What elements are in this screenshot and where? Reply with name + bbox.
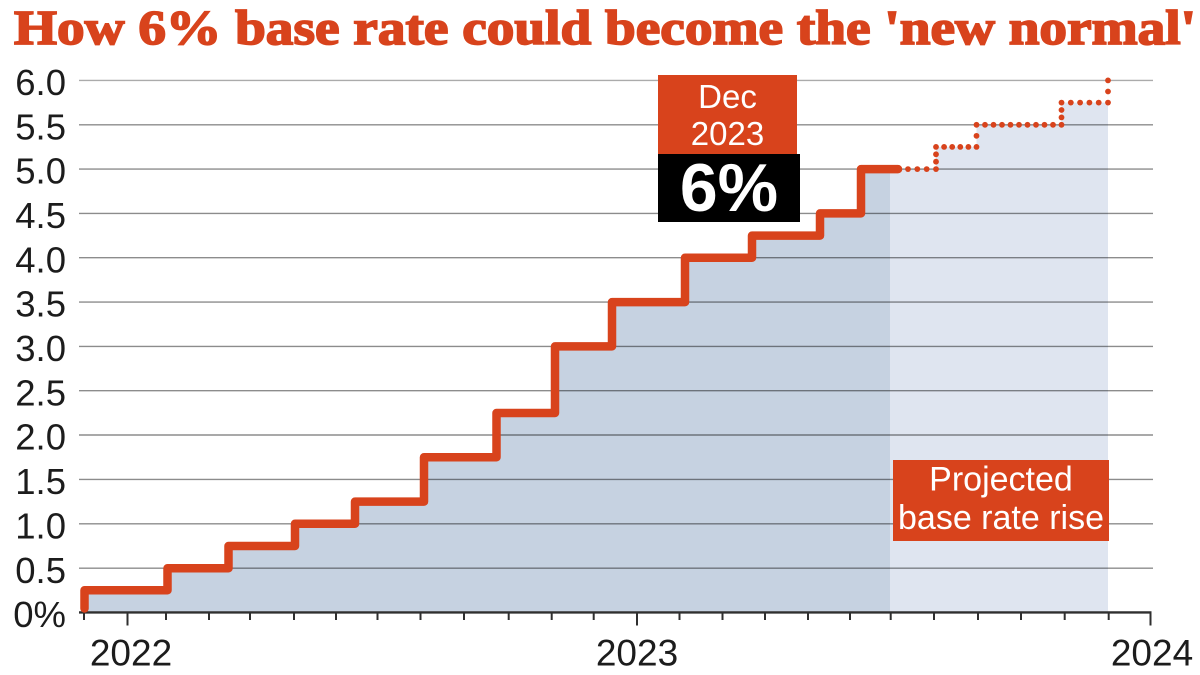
svg-text:0.5: 0.5 [15,550,66,591]
svg-text:1.5: 1.5 [15,461,66,502]
svg-text:4.0: 4.0 [15,239,66,280]
svg-text:2.5: 2.5 [15,372,66,413]
svg-text:6%: 6% [680,150,778,226]
svg-text:3.0: 3.0 [15,328,66,369]
svg-text:5.5: 5.5 [15,106,66,147]
svg-text:2023: 2023 [596,633,678,674]
svg-text:0%: 0% [13,594,66,635]
svg-text:2022: 2022 [90,633,172,674]
svg-text:1.0: 1.0 [15,505,66,546]
svg-text:How 6% base rate could become: How 6% base rate could become the 'new n… [14,0,1196,55]
svg-text:6.0: 6.0 [15,62,66,103]
svg-text:base rate rise: base rate rise [898,499,1104,537]
svg-text:Projected: Projected [929,461,1073,499]
svg-text:2023: 2023 [691,115,764,152]
svg-text:3.5: 3.5 [15,284,66,325]
svg-text:2024: 2024 [1111,633,1193,674]
svg-text:Dec: Dec [698,78,757,115]
svg-text:5.0: 5.0 [15,151,66,192]
svg-text:2.0: 2.0 [15,417,66,458]
svg-text:4.5: 4.5 [15,195,66,236]
